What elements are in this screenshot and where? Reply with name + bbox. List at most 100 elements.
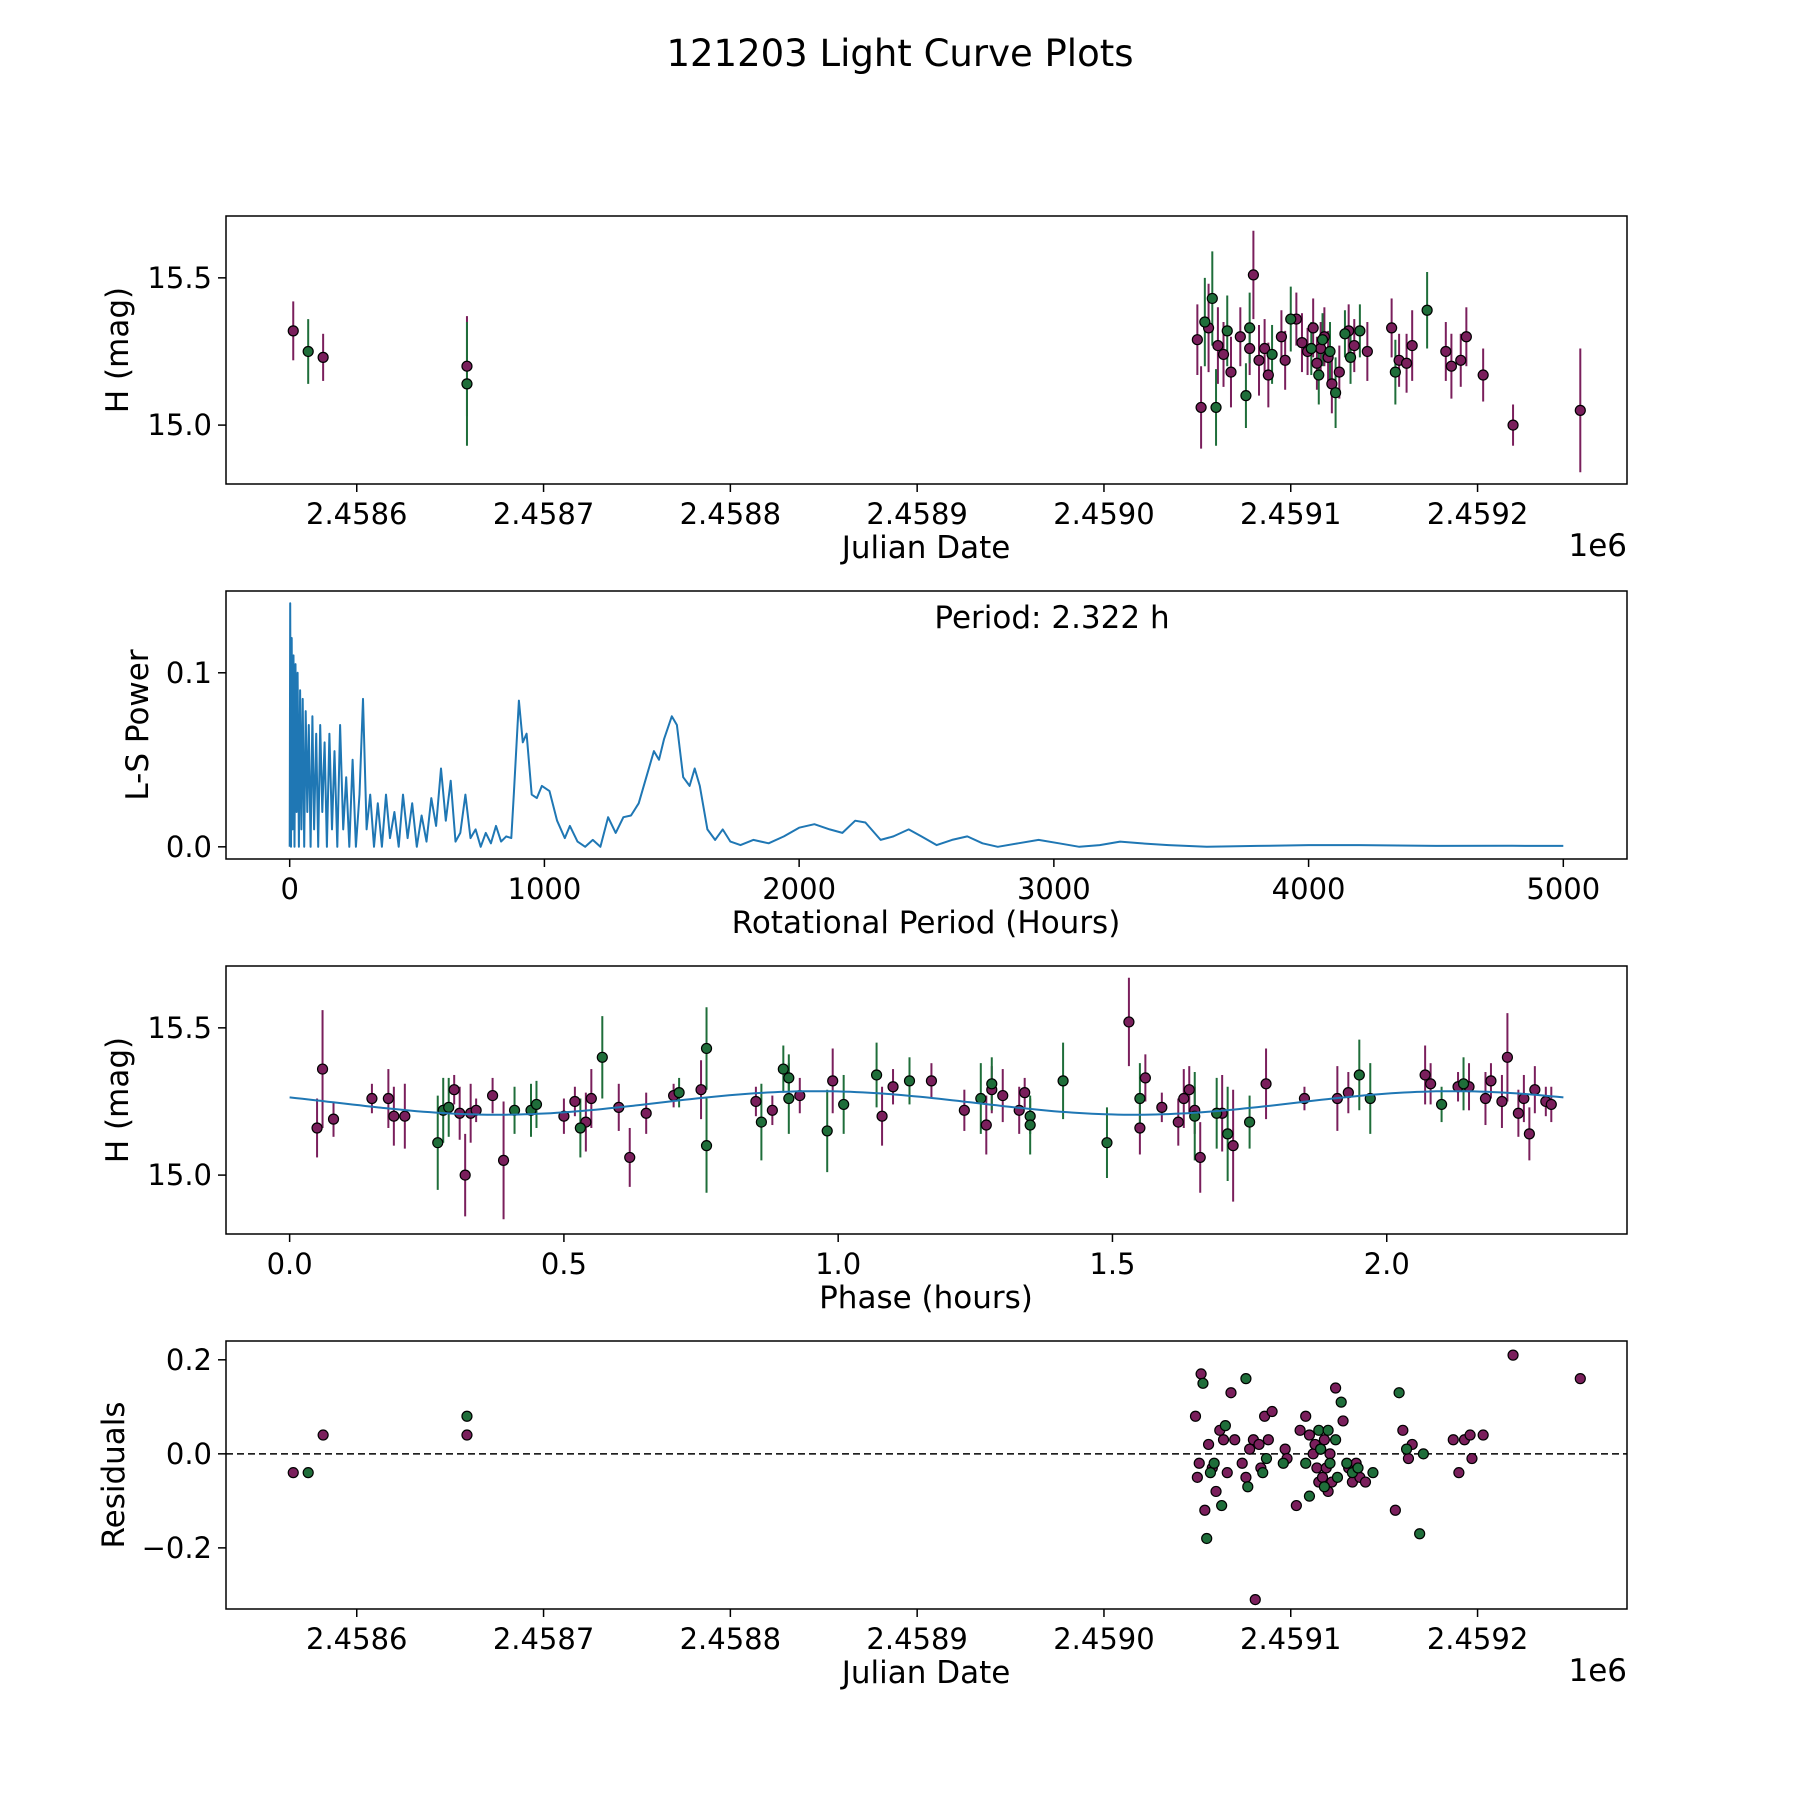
residuals-point (461, 1429, 473, 1441)
residuals-point (1466, 1452, 1478, 1465)
residuals-point (1335, 1396, 1347, 1408)
phased-point (1156, 1101, 1168, 1113)
residuals-point (1244, 1443, 1256, 1455)
residuals-panel: 2.4586 2.4587 2.4588 2.4589 2.4590 2.4591 2.45… (96, 1340, 1628, 1691)
phased-point (432, 1137, 444, 1149)
lightcurve-ylabel: H (mag) (100, 287, 136, 413)
residuals-point (1253, 1438, 1265, 1451)
phased-point (821, 1125, 833, 1137)
phased-ytick-label: 15.5 (147, 1011, 212, 1045)
periodogram-marks (288, 602, 1564, 848)
lightcurve-point (1285, 313, 1297, 325)
residuals-point (1217, 1434, 1230, 1446)
residuals-marks (226, 1349, 1627, 1606)
residuals-point (1199, 1504, 1211, 1516)
phased-point (1243, 1116, 1256, 1128)
phased-xtick-label: 1.5 (1089, 1247, 1135, 1281)
lightcurve-point (1240, 390, 1252, 402)
lightcurve-point (1348, 339, 1360, 352)
residuals-point (1300, 1457, 1312, 1469)
phased-point (958, 1104, 970, 1116)
lightcurve-point (1253, 354, 1265, 366)
residuals-point (1359, 1476, 1372, 1488)
residuals-point (1574, 1373, 1586, 1385)
phased-point (997, 1089, 1009, 1102)
residuals-point (1249, 1593, 1261, 1606)
lightcurve-point (1324, 345, 1336, 358)
phased-point (1419, 1069, 1431, 1081)
lightcurve-ytick-label: 15.0 (147, 408, 212, 442)
lightcurve-ticks: 2.4586 2.4587 2.4588 2.4589 2.4590 2.4591 2.45… (147, 261, 1528, 531)
residuals-point (1315, 1443, 1327, 1455)
phased-point (1260, 1078, 1272, 1090)
residuals-point (1507, 1349, 1519, 1361)
periodogram-line (288, 602, 1564, 848)
phased-point (1353, 1069, 1365, 1081)
lightcurve-point (1455, 354, 1467, 366)
phased-point (569, 1095, 581, 1108)
lightcurve-point (1206, 292, 1218, 305)
phased-point (766, 1104, 778, 1116)
phased-point (448, 1084, 460, 1096)
phased-point (382, 1092, 394, 1105)
phased-panel: 0.0 0.5 1.0 1.5 2.0 15.0 15.5 Phase (hours) H … (100, 965, 1628, 1316)
phased-point (497, 1154, 510, 1166)
residuals-point (1329, 1434, 1342, 1446)
lightcurve-point (1307, 322, 1319, 334)
lightcurve-point (1279, 354, 1291, 366)
lightcurve-point (287, 325, 299, 337)
lightcurve-point (1344, 351, 1357, 363)
residuals-point (1331, 1471, 1344, 1483)
residuals-point (1393, 1387, 1405, 1399)
residuals-point (1324, 1448, 1336, 1460)
lightcurve-point (1316, 334, 1329, 346)
phased-point (1183, 1084, 1195, 1096)
residuals-point (1221, 1467, 1233, 1479)
lightcurve-axes-frame (225, 215, 1628, 485)
phased-point (640, 1107, 652, 1119)
periodogram-annotation: Period: 2.322 h (934, 600, 1169, 636)
lightcurve-panel: 2.4586 2.4587 2.4588 2.4589 2.4590 2.4591 2.45… (100, 215, 1628, 566)
residuals-point (1262, 1434, 1274, 1446)
periodogram-xtick-label: 2000 (762, 872, 836, 906)
periodogram-panel: 0 1000 2000 3000 4000 5000 0.0 0.1 Period: 2.32… (120, 590, 1628, 941)
phased-point (1222, 1128, 1234, 1140)
lightcurve-point (1389, 366, 1401, 378)
phased-point (777, 1063, 789, 1075)
phased-point (1123, 1016, 1135, 1028)
phased-point (1457, 1078, 1470, 1090)
residuals-ticks: 2.4586 2.4587 2.4588 2.4589 2.4590 2.4591 2.45… (142, 1343, 1529, 1656)
lightcurve-point (1400, 357, 1413, 369)
phased-point (585, 1092, 597, 1105)
periodogram-xtick-label: 0 (280, 872, 298, 906)
residuals-xtick-label: 2.4586 (306, 1622, 407, 1656)
lightcurve-point (1311, 357, 1323, 369)
phased-point (903, 1075, 916, 1087)
residuals-point (1318, 1434, 1330, 1446)
phased-point (1523, 1128, 1535, 1140)
residuals-point (1242, 1481, 1254, 1493)
residuals-point (1311, 1462, 1323, 1474)
residuals-point (1204, 1467, 1217, 1479)
phased-point (1178, 1092, 1190, 1105)
phased-point (750, 1095, 762, 1108)
residuals-ytick-label: 0.2 (166, 1343, 212, 1377)
phased-point (1024, 1119, 1036, 1131)
periodogram-xtick-label: 3000 (1017, 872, 1091, 906)
phased-point (783, 1072, 795, 1084)
lightcurve-point (1247, 269, 1260, 281)
periodogram-axes-frame (225, 590, 1628, 860)
residuals-point (1477, 1429, 1489, 1441)
phased-point (316, 1063, 329, 1075)
lightcurve-point (1199, 316, 1211, 328)
periodogram-ylabel: L-S Power (120, 649, 156, 800)
periodogram-ytick-label: 0.1 (166, 656, 212, 690)
phased-point (876, 1110, 888, 1122)
phased-point (887, 1081, 899, 1093)
residuals-point (1318, 1481, 1330, 1493)
periodogram-xtick-label: 4000 (1272, 872, 1346, 906)
lightcurve-xtick-label: 2.4587 (493, 497, 594, 531)
residuals-point (1191, 1471, 1203, 1483)
phased-xlabel: Phase (hours) (819, 1280, 1033, 1316)
